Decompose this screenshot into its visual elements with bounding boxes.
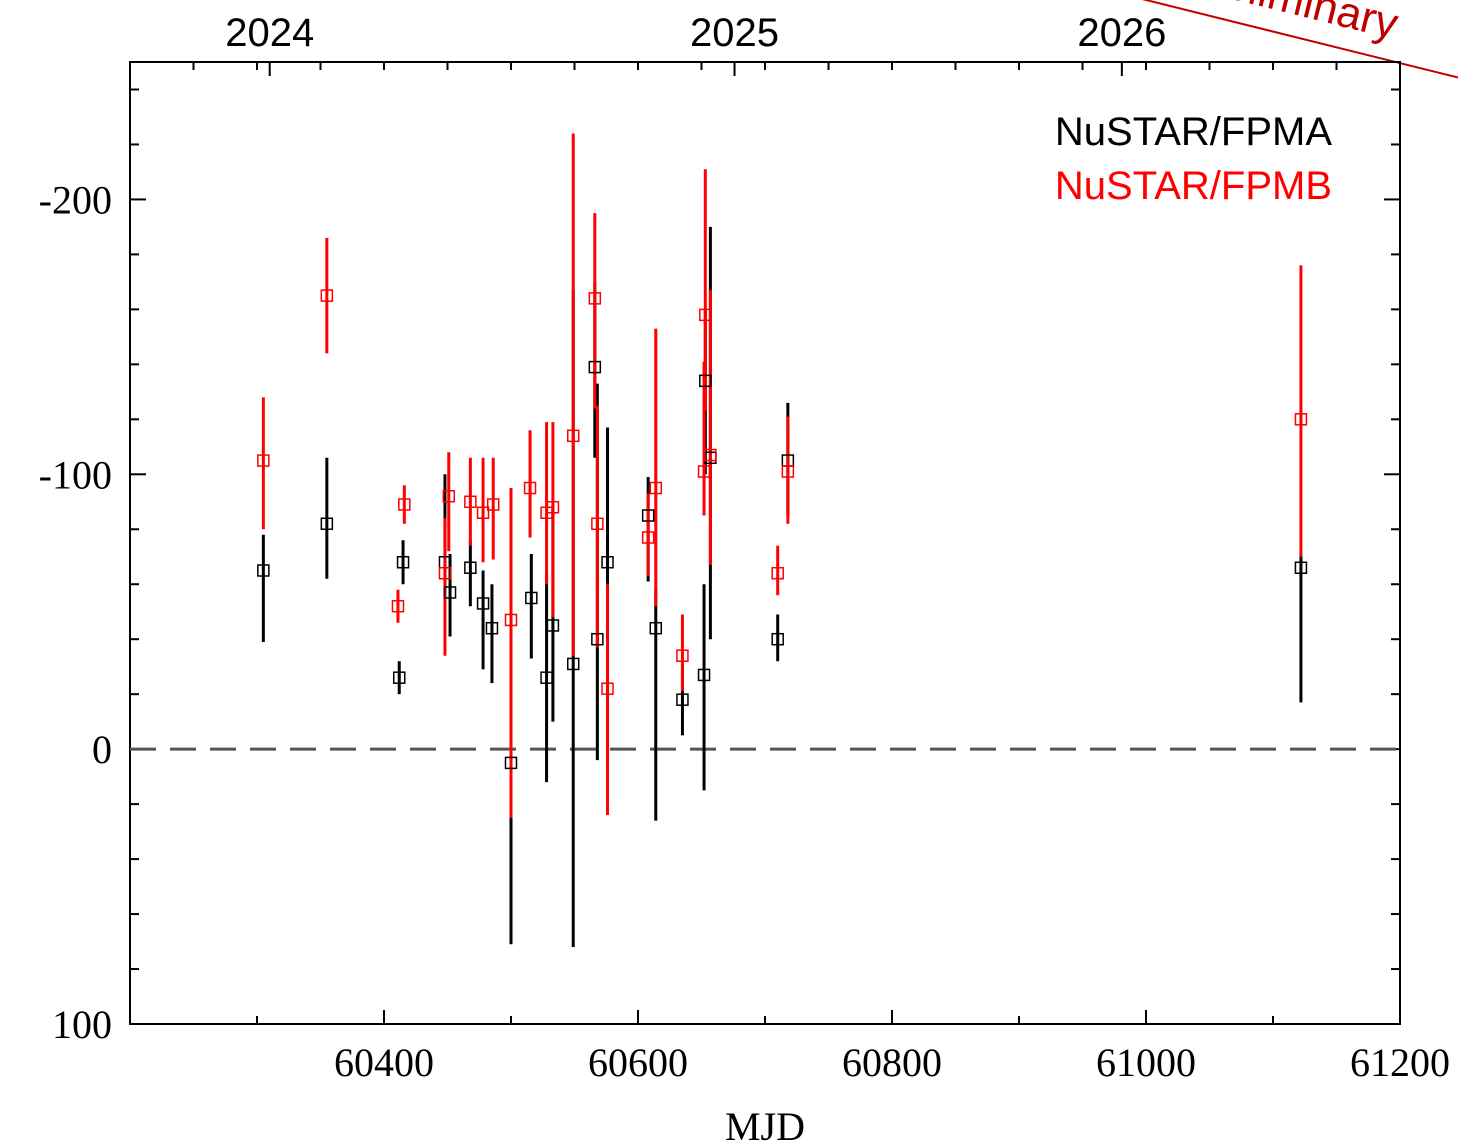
data-point-marker	[257, 454, 270, 467]
data-point-marker	[591, 632, 604, 646]
data-point-marker	[771, 632, 784, 646]
data-point-marker	[525, 591, 538, 605]
data-point-marker	[601, 682, 614, 695]
data-point-marker	[566, 657, 580, 671]
y-tick-label: 100	[52, 1002, 112, 1047]
data-point-marker	[781, 454, 795, 467]
data-point-marker	[396, 555, 410, 569]
watermark-underline	[1141, 0, 1458, 79]
data-point-marker	[697, 465, 711, 478]
data-point-marker	[540, 671, 553, 684]
data-point-marker	[771, 566, 784, 580]
year-label: 2025	[690, 11, 779, 55]
data-point-marker	[546, 501, 560, 514]
watermark: Preliminary	[1141, 0, 1458, 79]
data-point-marker	[641, 509, 655, 522]
data-point-marker	[486, 498, 500, 511]
data-point-marker	[464, 495, 477, 509]
y-tick-label: 0	[92, 727, 112, 772]
data-point-marker	[443, 586, 457, 599]
x-tick-label: 60800	[842, 1040, 942, 1085]
data-point-marker	[699, 374, 712, 388]
data-point-marker	[566, 429, 580, 443]
data-point-marker	[485, 621, 499, 635]
data-point-marker	[699, 308, 712, 322]
data-point-marker	[392, 671, 406, 684]
data-point-marker	[398, 498, 411, 511]
data-point-marker	[504, 613, 518, 627]
data-point-marker	[476, 506, 490, 520]
error-bars	[261, 133, 1303, 948]
data-point-marker	[504, 756, 518, 770]
data-point-marker	[523, 481, 537, 495]
data-point-marker	[781, 465, 795, 478]
data-point-marker	[1294, 413, 1308, 426]
watermark-text: Preliminary	[1178, 0, 1403, 49]
data-point-marker	[438, 566, 452, 580]
y-tick-label: -100	[39, 452, 112, 497]
x-tick-label: 61200	[1350, 1040, 1450, 1085]
data-point-marker	[588, 360, 602, 374]
data-point-marker	[601, 555, 614, 569]
data-point-marker	[391, 599, 405, 613]
data-point-marker	[438, 555, 452, 569]
x-axis-title: MJD	[725, 1104, 805, 1146]
data-point-marker	[641, 531, 655, 544]
legend-item-fpma: NuSTAR/FPMA	[1055, 110, 1332, 154]
data-point-marker	[476, 597, 490, 610]
axis-labels: 2024 2025 2026 60400 60600 60800 61000 61200 -20…	[39, 11, 1450, 1085]
data-point-marker	[588, 292, 602, 305]
axis-ticks	[130, 62, 1400, 1025]
legend-item-fpmb: NuSTAR/FPMB	[1055, 164, 1332, 208]
data-markers	[257, 289, 1308, 770]
data-point-marker	[442, 490, 456, 503]
data-point-marker	[464, 561, 477, 574]
data-point-marker	[649, 621, 663, 635]
x-tick-label: 60400	[334, 1040, 434, 1085]
x-tick-label: 61000	[1096, 1040, 1196, 1085]
x-tick-label: 60600	[588, 1040, 688, 1085]
data-point-marker	[1294, 561, 1308, 574]
data-point-marker	[697, 668, 711, 682]
data-point-marker	[704, 448, 717, 462]
year-label: 2024	[225, 11, 314, 55]
data-point-marker	[546, 619, 560, 632]
data-point-marker	[649, 481, 663, 495]
data-point-marker	[676, 693, 689, 706]
data-point-marker	[320, 289, 334, 302]
data-point-marker	[591, 517, 604, 531]
data-point-marker	[320, 517, 334, 531]
data-point-marker	[257, 564, 270, 577]
year-label: 2026	[1077, 11, 1166, 55]
data-point-marker	[676, 649, 689, 662]
y-tick-label: -200	[39, 177, 112, 222]
legend: NuSTAR/FPMA NuSTAR/FPMB	[1055, 110, 1332, 208]
